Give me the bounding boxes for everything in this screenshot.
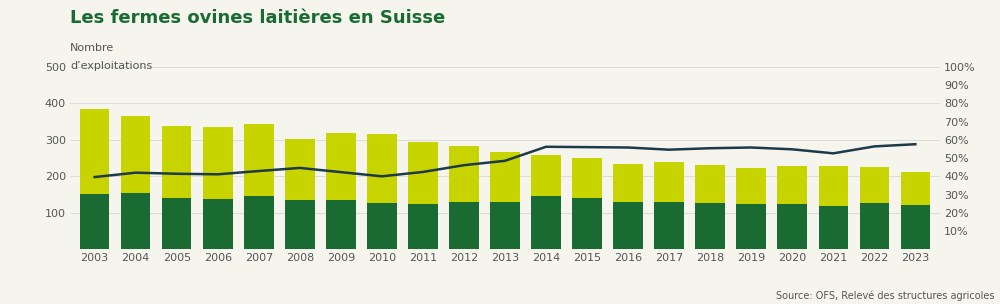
- Bar: [449, 147, 479, 202]
- Bar: [162, 126, 191, 198]
- Text: Nombre: Nombre: [70, 43, 114, 53]
- Bar: [408, 204, 438, 249]
- Bar: [121, 193, 150, 249]
- Bar: [901, 205, 930, 249]
- Bar: [654, 162, 684, 202]
- Bar: [203, 127, 233, 199]
- Bar: [736, 204, 766, 249]
- Bar: [244, 124, 274, 196]
- Bar: [367, 134, 397, 203]
- Bar: [367, 203, 397, 249]
- Bar: [162, 198, 191, 249]
- Bar: [819, 206, 848, 249]
- Bar: [244, 196, 274, 249]
- Text: Les fermes ovines laitières en Suisse: Les fermes ovines laitières en Suisse: [70, 9, 445, 27]
- Bar: [80, 109, 109, 194]
- Bar: [121, 116, 150, 193]
- Bar: [819, 166, 848, 206]
- Bar: [80, 194, 109, 249]
- Bar: [613, 164, 643, 202]
- Bar: [695, 202, 725, 249]
- Bar: [326, 200, 356, 249]
- Bar: [449, 202, 479, 249]
- Bar: [490, 151, 520, 202]
- Bar: [654, 202, 684, 249]
- Bar: [613, 202, 643, 249]
- Bar: [695, 165, 725, 202]
- Bar: [326, 133, 356, 200]
- Bar: [777, 166, 807, 204]
- Bar: [408, 142, 438, 204]
- Bar: [901, 172, 930, 205]
- Bar: [203, 199, 233, 249]
- Text: d’exploitations: d’exploitations: [70, 61, 152, 71]
- Bar: [285, 200, 315, 249]
- Bar: [736, 168, 766, 204]
- Bar: [285, 139, 315, 200]
- Bar: [572, 158, 602, 198]
- Bar: [531, 155, 561, 196]
- Text: Source: OFS, Relevé des structures agricoles: Source: OFS, Relevé des structures agric…: [776, 290, 995, 301]
- Bar: [531, 196, 561, 249]
- Bar: [777, 204, 807, 249]
- Bar: [490, 202, 520, 249]
- Bar: [860, 167, 889, 203]
- Bar: [860, 203, 889, 249]
- Bar: [572, 198, 602, 249]
